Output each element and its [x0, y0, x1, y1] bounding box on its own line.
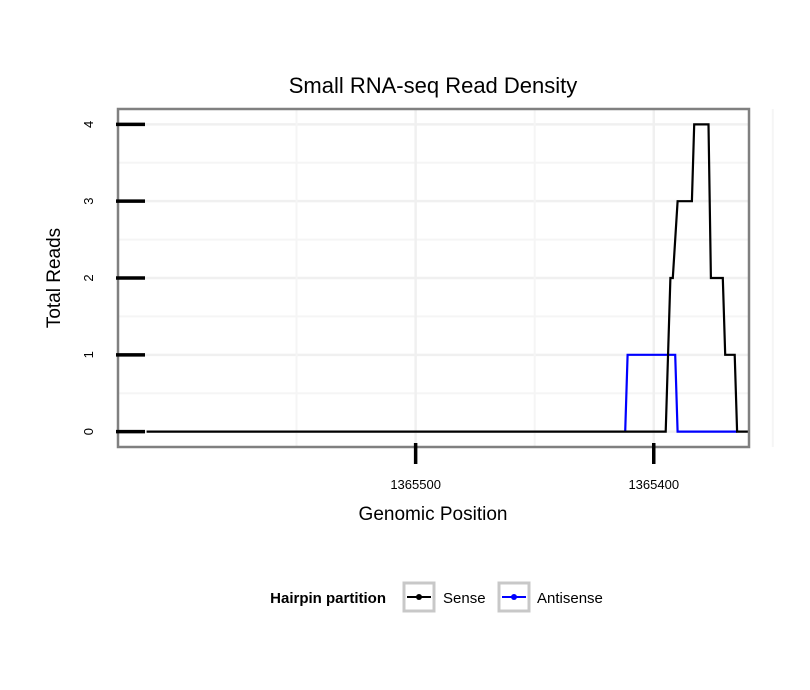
- y-tick-label: 1: [81, 351, 96, 358]
- series-line-antisense: [624, 353, 738, 433]
- x-axis-title: Genomic Position: [359, 504, 508, 525]
- x-tick-label: 1365400: [628, 477, 679, 492]
- y-tick-label: 3: [81, 198, 96, 205]
- legend-title: Hairpin partition: [270, 590, 386, 607]
- legend-label-antisense: Antisense: [537, 590, 603, 607]
- legend: Hairpin partition Sense Antisense: [270, 581, 603, 613]
- legend-label-sense: Sense: [443, 590, 486, 607]
- series-lines: [146, 123, 749, 433]
- y-axis-title: Total Reads: [44, 228, 65, 328]
- chart-title: Small RNA-seq Read Density: [289, 73, 578, 98]
- legend-point-antisense: [511, 594, 517, 600]
- y-tick-label: 4: [81, 121, 96, 128]
- series-line-sense: [146, 123, 749, 433]
- y-tick-label: 2: [81, 274, 96, 281]
- x-tick-label: 1365500: [390, 477, 441, 492]
- legend-point-sense: [416, 594, 422, 600]
- axis-ticks: 0 1 2 3 4 1365500 1365400: [81, 121, 679, 492]
- y-tick-label: 0: [81, 428, 96, 435]
- grid-lines: [118, 109, 774, 447]
